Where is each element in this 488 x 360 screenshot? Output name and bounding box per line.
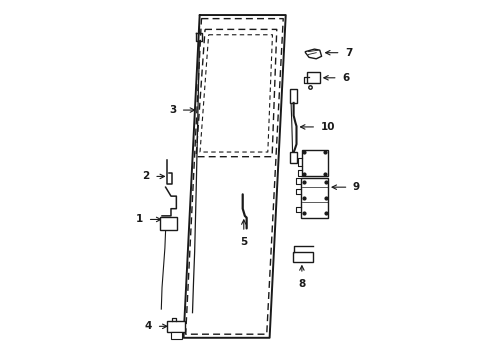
Bar [293,252,312,262]
Bar [159,217,176,230]
Text: 9: 9 [352,182,359,192]
Text: 3: 3 [169,105,176,115]
Text: 8: 8 [298,279,305,289]
Bar [290,152,296,163]
Bar [171,332,182,338]
Bar [306,72,319,83]
Polygon shape [305,49,321,59]
Bar [301,178,327,218]
Text: 6: 6 [341,73,348,83]
Text: 5: 5 [240,237,247,247]
Text: 4: 4 [144,321,152,331]
Text: 2: 2 [142,171,149,181]
Bar [290,89,296,103]
Text: 7: 7 [344,48,351,58]
Bar [301,149,327,176]
Bar [167,321,185,332]
Text: 10: 10 [320,122,334,132]
Text: 1: 1 [136,215,143,224]
